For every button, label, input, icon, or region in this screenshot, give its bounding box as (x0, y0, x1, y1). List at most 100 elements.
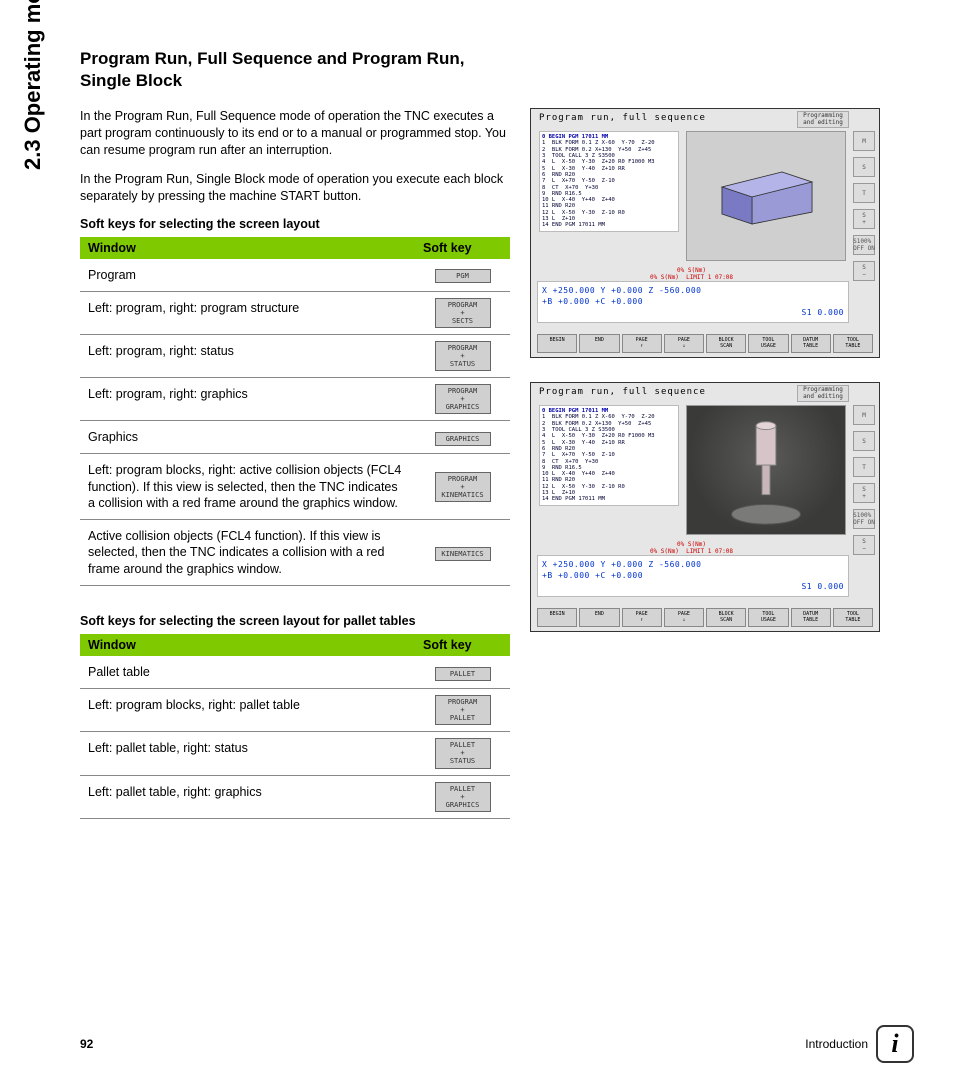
ss-mode: Programming and editing (797, 111, 849, 128)
window-cell: Program (80, 259, 415, 292)
softkey-button: PROGRAM + SECTS (435, 298, 491, 328)
softkey-button: GRAPHICS (435, 432, 491, 446)
table-row: Graphics GRAPHICS (80, 421, 510, 454)
softkey-table-1: Window Soft key Program PGM Left: program,… (80, 237, 510, 586)
ss-status: 0% S(Nm) 0% S(Nm) LIMIT 1 07:08 (539, 541, 844, 555)
ss-softkey: TOOL USAGE (748, 608, 788, 627)
softkey-table-2: Window Soft key Pallet table PALLET Left: … (80, 634, 510, 819)
ss-softkey: DATUM TABLE (791, 334, 831, 353)
ss-softkey: END (579, 334, 619, 353)
ss-right-buttons: MST S + S100% OFF ON S − (853, 405, 875, 555)
table2-caption: Soft keys for selecting the screen layou… (80, 614, 510, 628)
softkey-cell: PGM (415, 259, 510, 292)
table-row: Left: pallet table, right: status PALLET … (80, 732, 510, 775)
footer-label: Introduction (805, 1037, 868, 1051)
softkey-cell: KINEMATICS (415, 520, 510, 586)
table-row: Left: program, right: program structure P… (80, 291, 510, 334)
table-row: Active collision objects (FCL4 function)… (80, 520, 510, 586)
section-side-label: 2.3 Operating modes (20, 0, 46, 170)
ss-side-button: S − (853, 535, 875, 555)
col-window: Window (80, 237, 415, 259)
ss-program-listing: 0 BEGIN PGM 17011 MM 1 BLK FORM 0.1 Z X-… (539, 405, 679, 506)
table-row: Left: program, right: statusPROGRAM + ST… (80, 334, 510, 377)
window-cell: Left: program blocks, right: active coll… (80, 454, 415, 520)
ss-softkey: PAGE ↓ (664, 334, 704, 353)
ss-graphic-workpiece (686, 131, 846, 261)
ss-softkey: DATUM TABLE (791, 608, 831, 627)
ss-status: 0% S(Nm) 0% S(Nm) LIMIT 1 07:08 (539, 267, 844, 281)
softkey-button: PALLET + GRAPHICS (435, 782, 491, 812)
softkey-button: PALLET + STATUS (435, 738, 491, 768)
table-row: Pallet table PALLET (80, 656, 510, 689)
ss-coordinates: X +250.000 Y +0.000 Z -560.000 +B +0.000… (537, 555, 849, 597)
softkey-button: PALLET (435, 667, 491, 681)
ss-right-buttons: MST S + S100% OFF ON S − (853, 131, 875, 281)
softkey-cell: PALLET + STATUS (415, 732, 510, 775)
ss-side-button: T (853, 183, 875, 203)
ss-softkey: PAGE ↑ (622, 334, 662, 353)
ss-side-button: S − (853, 261, 875, 281)
ss-softkey: BEGIN (537, 334, 577, 353)
softkey-cell: PROGRAM + GRAPHICS (415, 378, 510, 421)
ss-side-button: S + (853, 209, 875, 229)
ss-program-listing: 0 BEGIN PGM 17011 MM 1 BLK FORM 0.1 Z X-… (539, 131, 679, 232)
page-heading: Program Run, Full Sequence and Program R… (80, 48, 510, 92)
softkey-button: KINEMATICS (435, 547, 491, 561)
ss-side-button: M (853, 131, 875, 151)
table-row: Left: program, right: graphics PROGRAM + … (80, 378, 510, 421)
ss-softkey: TOOL TABLE (833, 608, 873, 627)
ss-softkey: PAGE ↑ (622, 608, 662, 627)
ss-side-button: S100% OFF ON (853, 235, 875, 255)
softkey-cell: PALLET + GRAPHICS (415, 775, 510, 818)
ss-coordinates: X +250.000 Y +0.000 Z -560.000 +B +0.000… (537, 281, 849, 323)
window-cell: Pallet table (80, 656, 415, 689)
screenshot-program-graphics: Program run, full sequence Programming a… (530, 108, 880, 358)
window-cell: Left: program, right: program structure (80, 291, 415, 334)
ss-softkey: PAGE ↓ (664, 608, 704, 627)
ss-softkey: TOOL USAGE (748, 334, 788, 353)
softkey-button: PROGRAM + GRAPHICS (435, 384, 491, 414)
paragraph-1: In the Program Run, Full Sequence mode o… (80, 108, 510, 159)
window-cell: Left: pallet table, right: graphics (80, 775, 415, 818)
table-row: Left: program blocks, right: active coll… (80, 454, 510, 520)
softkey-cell: PROGRAM + KINEMATICS (415, 454, 510, 520)
table-row: Program PGM (80, 259, 510, 292)
softkey-button: PGM (435, 269, 491, 283)
ss-side-button: T (853, 457, 875, 477)
table-row: Left: program blocks, right: pallet tabl… (80, 689, 510, 732)
ss-softkey: TOOL TABLE (833, 334, 873, 353)
ss-softkey: BLOCK SCAN (706, 608, 746, 627)
ss-softkey: BEGIN (537, 608, 577, 627)
window-cell: Graphics (80, 421, 415, 454)
info-icon: i (876, 1025, 914, 1063)
page-number: 92 (80, 1037, 93, 1051)
window-cell: Left: program blocks, right: pallet tabl… (80, 689, 415, 732)
col-softkey: Soft key (415, 634, 510, 656)
col-window: Window (80, 634, 415, 656)
ss-title: Program run, full sequence (539, 387, 706, 397)
window-cell: Left: program, right: graphics (80, 378, 415, 421)
ss-side-button: S (853, 157, 875, 177)
softkey-cell: PROGRAM + PALLET (415, 689, 510, 732)
softkey-button: PROGRAM + KINEMATICS (435, 472, 491, 502)
ss-title: Program run, full sequence (539, 113, 706, 123)
ss-softkey-row: BEGINENDPAGE ↑PAGE ↓BLOCK SCANTOOL USAGE… (537, 608, 873, 627)
softkey-cell: PALLET (415, 656, 510, 689)
page-footer: 92 Introduction i (80, 1025, 914, 1063)
ss-side-button: M (853, 405, 875, 425)
ss-side-button: S (853, 431, 875, 451)
window-cell: Left: program, right: status (80, 334, 415, 377)
ss-graphic-tool (686, 405, 846, 535)
paragraph-2: In the Program Run, Single Block mode of… (80, 171, 510, 205)
ss-side-button: S + (853, 483, 875, 503)
col-softkey: Soft key (415, 237, 510, 259)
ss-mode: Programming and editing (797, 385, 849, 402)
table1-caption: Soft keys for selecting the screen layou… (80, 217, 510, 231)
ss-softkey: END (579, 608, 619, 627)
softkey-button: PROGRAM + PALLET (435, 695, 491, 725)
ss-side-button: S100% OFF ON (853, 509, 875, 529)
table-row: Left: pallet table, right: graphics PALLE… (80, 775, 510, 818)
window-cell: Left: pallet table, right: status (80, 732, 415, 775)
screenshot-program-kinematics: Program run, full sequence Programming a… (530, 382, 880, 632)
ss-softkey-row: BEGINENDPAGE ↑PAGE ↓BLOCK SCANTOOL USAGE… (537, 334, 873, 353)
